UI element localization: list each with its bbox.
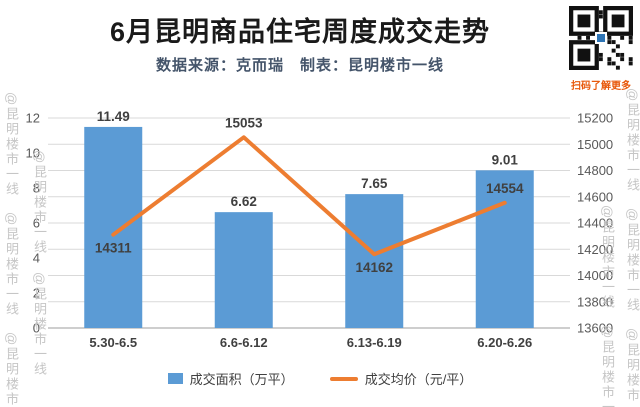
right-axis-tick: 15200 — [577, 111, 613, 126]
left-axis-tick: 0 — [33, 321, 40, 336]
legend-item-price: 成交均价（元/平） — [329, 369, 473, 388]
watermark: @昆明楼市一线 — [4, 92, 19, 198]
left-axis-tick: 6 — [33, 216, 40, 231]
legend-label-price: 成交均价（元/平） — [364, 372, 473, 387]
left-axis-tick: 4 — [33, 251, 40, 266]
chart-subtitle: 数据来源：克而瑞 制表：昆明楼市一线 — [155, 57, 444, 74]
right-axis-tick: 14600 — [577, 189, 613, 204]
left-axis-tick: 8 — [33, 181, 40, 196]
legend-label-area: 成交面积（万平） — [189, 372, 294, 387]
watermark: @昆明楼市一线 — [32, 150, 47, 256]
watermark: @昆明楼市一线 — [600, 205, 615, 311]
right-axis-tick: 14400 — [577, 216, 613, 231]
bar-value-label: 11.49 — [97, 109, 130, 124]
left-axis-tick: 10 — [26, 146, 40, 161]
line-value-label: 14162 — [355, 260, 393, 275]
bar-value-label: 7.65 — [361, 176, 388, 191]
right-axis-tick: 14800 — [577, 163, 613, 178]
right-axis-tick: 13800 — [577, 294, 613, 309]
line-value-label: 15053 — [225, 115, 263, 130]
bar — [345, 194, 404, 328]
legend-item-area: 成交面积（万平） — [167, 369, 294, 388]
x-axis-label: 6.13-6.19 — [347, 335, 402, 350]
right-axis-tick: 14000 — [577, 268, 613, 283]
watermark: @昆明楼市一线 — [4, 212, 19, 318]
watermark: @昆明楼市一线 — [625, 328, 640, 407]
legend: 成交面积（万平） 成交均价（元/平） — [0, 369, 640, 388]
x-axis-label: 5.30-6.5 — [89, 335, 137, 350]
price-line — [111, 135, 507, 257]
left-axis-tick: 12 — [26, 111, 40, 126]
watermark: @昆明楼市一线 — [4, 332, 19, 407]
line-value-label: 14311 — [95, 241, 132, 256]
qr-block: 扫码了解更多 — [568, 6, 634, 92]
bar-value-label: 9.01 — [492, 152, 519, 167]
watermark: @昆明楼市一线 — [32, 272, 47, 378]
line-value-label: 14554 — [486, 181, 524, 196]
right-axis-tick: 15000 — [577, 137, 613, 152]
watermark: @昆明楼市一线 — [625, 88, 640, 194]
qr-caption: 扫码了解更多 — [571, 81, 631, 92]
x-axis-label: 6.20-6.26 — [477, 335, 532, 350]
bar-value-label: 6.62 — [231, 194, 257, 209]
page-title: 6月昆明商品住宅周度成交走势 — [109, 17, 490, 47]
left-axis-tick: 2 — [33, 286, 40, 301]
bar — [475, 170, 534, 328]
right-axis-tick: 13600 — [577, 321, 613, 336]
bar — [214, 212, 273, 328]
x-axis-label: 6.6-6.12 — [220, 335, 268, 350]
line-swatch-icon — [329, 376, 358, 381]
bar-swatch-icon — [167, 373, 183, 384]
watermark: @昆明楼市一线 — [625, 208, 640, 314]
right-axis-tick: 14200 — [577, 242, 613, 257]
bar — [84, 126, 143, 328]
watermark: @昆明楼市一线 — [600, 325, 615, 407]
qr-code-icon — [569, 6, 633, 70]
